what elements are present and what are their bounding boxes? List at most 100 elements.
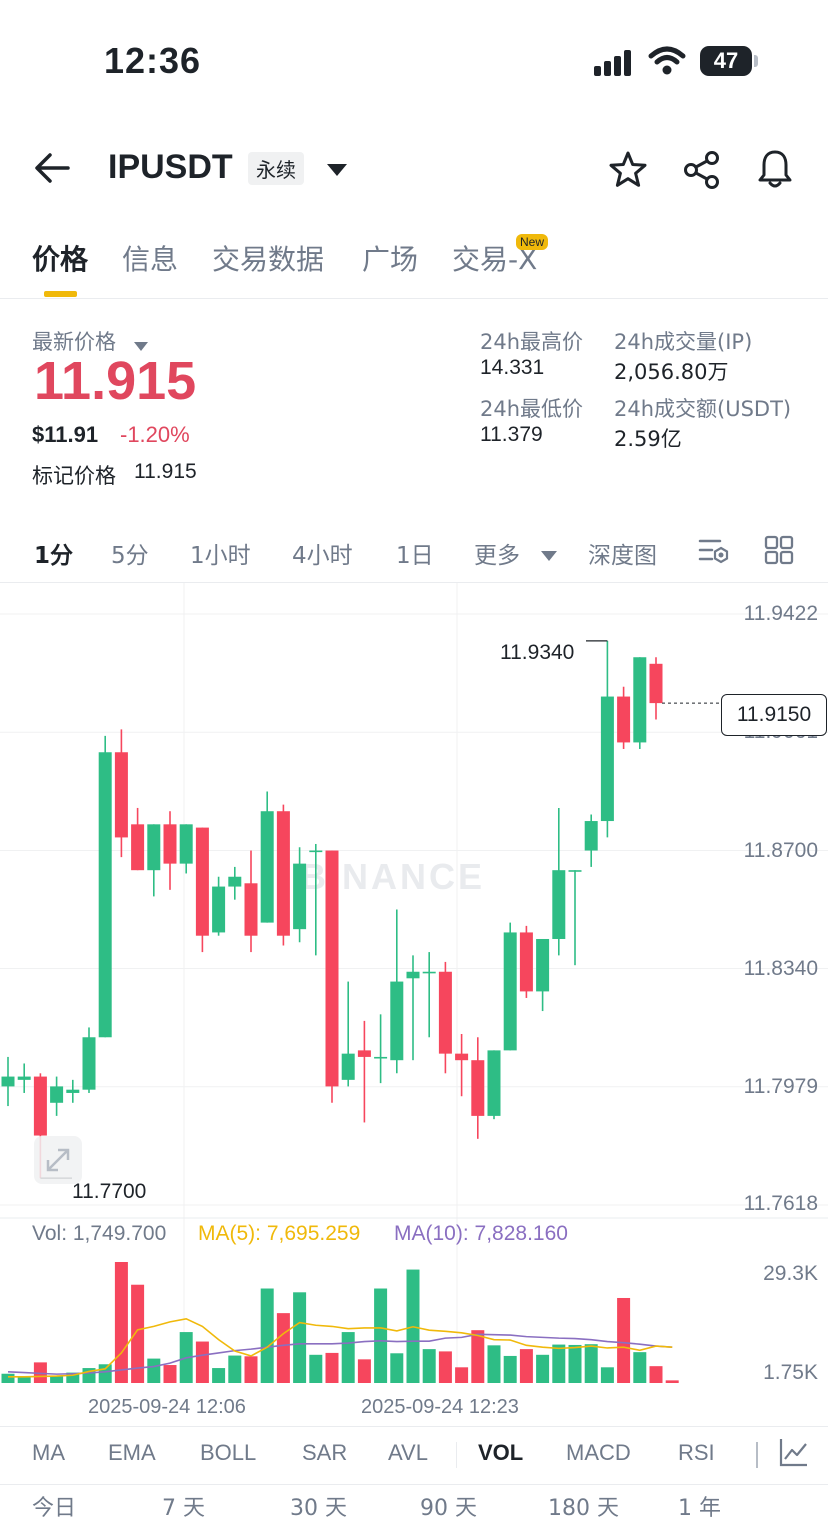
volume-bar [357, 1359, 371, 1383]
candle-body [309, 850, 323, 853]
range-1y[interactable]: 1 年 [678, 1496, 721, 1521]
battery-icon: 47 [700, 46, 752, 76]
candle-body [406, 971, 420, 979]
symbol-title[interactable]: IPUSDT [108, 148, 233, 186]
candle-body [17, 1076, 31, 1080]
candle-body [584, 821, 598, 851]
volume-bar [17, 1377, 31, 1383]
indicator-avl[interactable]: AVL [388, 1440, 428, 1465]
candle-body [568, 870, 582, 872]
indicator-chart-icon[interactable] [778, 1436, 810, 1472]
ma5-line [8, 1317, 673, 1378]
chart-settings-icon[interactable] [698, 536, 730, 570]
indicator-vol[interactable]: VOL [478, 1440, 524, 1465]
bell-icon[interactable] [756, 148, 794, 194]
indicator-boll[interactable]: BOLL [200, 1440, 257, 1465]
grid-layout-icon[interactable] [764, 535, 794, 569]
volume-bar [293, 1292, 307, 1383]
y-tick-0: 11.9422 [743, 602, 818, 625]
candle-body [98, 752, 112, 1038]
battery-tip [754, 55, 758, 67]
timeframe-1h[interactable]: 1小时 [190, 543, 251, 569]
range-180d[interactable]: 180 天 [548, 1496, 619, 1521]
volume-bar [163, 1365, 177, 1383]
depth-chart-tab[interactable]: 深度图 [588, 543, 657, 569]
volume-bar [325, 1352, 339, 1383]
range-90d[interactable]: 90 天 [420, 1496, 477, 1521]
expand-chart-icon[interactable] [34, 1136, 82, 1184]
star-icon[interactable] [608, 150, 648, 192]
candle-body [552, 870, 566, 939]
volume-bar [665, 1380, 679, 1383]
candle-body [536, 938, 550, 992]
candle-body [50, 1086, 64, 1103]
candle-body [438, 971, 452, 1054]
volume-bar [552, 1344, 566, 1383]
ma10-line [7, 1333, 673, 1375]
low-label: 24h最低价 [480, 397, 584, 421]
indicator-macd[interactable]: MACD [566, 1440, 631, 1465]
tab-square[interactable]: 广场 [362, 243, 419, 276]
candle-body [147, 824, 161, 871]
mark-price: 11.915 [134, 460, 197, 483]
timeframe-5m[interactable]: 5分 [111, 543, 149, 569]
indicator-sar[interactable]: SAR [302, 1440, 348, 1465]
volume-bar [114, 1262, 128, 1383]
tab-trading-data[interactable]: 交易数据 [212, 243, 325, 276]
volume-bar [212, 1368, 226, 1383]
x-date-1: 2025-09-24 12:23 [361, 1396, 519, 1418]
volume-bar [276, 1313, 290, 1383]
price-change: -1.20% [120, 422, 190, 447]
candle-body [276, 811, 290, 936]
volume-bar [260, 1288, 274, 1383]
tab-price[interactable]: 价格 [32, 243, 89, 276]
volume-bar [390, 1353, 404, 1383]
low-annotation: 11.7700 [72, 1180, 147, 1203]
volume-bar [374, 1288, 388, 1383]
timeframe-4h[interactable]: 4小时 [292, 543, 353, 569]
indicator-ma[interactable]: MA [32, 1440, 65, 1465]
volume-bar [649, 1366, 663, 1383]
candle-body [390, 981, 404, 1061]
volume-bar [568, 1344, 582, 1383]
dropdown-caret-icon[interactable] [326, 162, 348, 181]
timeframe-1d[interactable]: 1日 [396, 543, 434, 569]
candle-body [163, 824, 177, 864]
candle-body [649, 663, 663, 704]
volume-bar [98, 1364, 112, 1383]
range-7d[interactable]: 7 天 [162, 1496, 205, 1521]
ma5-legend: MA(5): 7,695.259 [198, 1222, 361, 1245]
indicator-ema[interactable]: EMA [108, 1440, 156, 1465]
volume-value: 2,056.80万 [614, 360, 729, 384]
price-chart[interactable] [0, 583, 828, 1383]
volume-bar [438, 1351, 452, 1383]
high-label: 24h最高价 [480, 330, 584, 354]
volume-bar [455, 1367, 469, 1383]
last-price-label: 最新价格 [32, 330, 116, 354]
timeframe-1m[interactable]: 1分 [34, 543, 74, 569]
candle-body [195, 827, 209, 936]
timeframe-more[interactable]: 更多 [474, 543, 520, 569]
share-icon[interactable] [682, 150, 722, 194]
high-value: 14.331 [480, 356, 545, 379]
volume-bar [1, 1373, 15, 1383]
candle-body [487, 1050, 501, 1116]
vol-tick-bottom: 1.75K [763, 1361, 818, 1384]
range-today[interactable]: 今日 [32, 1496, 77, 1521]
indicator-scroll-edge [756, 1442, 758, 1468]
candle-body [600, 696, 614, 822]
back-arrow-icon[interactable] [34, 152, 70, 188]
volume-bar [244, 1356, 258, 1383]
last-price-caret-icon[interactable] [134, 336, 148, 355]
volume-bar [147, 1358, 161, 1383]
range-30d[interactable]: 30 天 [290, 1496, 347, 1521]
volume-bar [519, 1349, 533, 1383]
tab-info[interactable]: 信息 [122, 243, 179, 276]
status-time: 12:36 [104, 40, 202, 81]
indicator-rsi[interactable]: RSI [678, 1440, 715, 1465]
volume-bar [131, 1284, 145, 1383]
candle-body [633, 657, 647, 743]
more-caret-icon[interactable] [541, 546, 557, 565]
volume-label: 24h成交量(IP) [614, 330, 753, 354]
candle-body [617, 696, 631, 743]
